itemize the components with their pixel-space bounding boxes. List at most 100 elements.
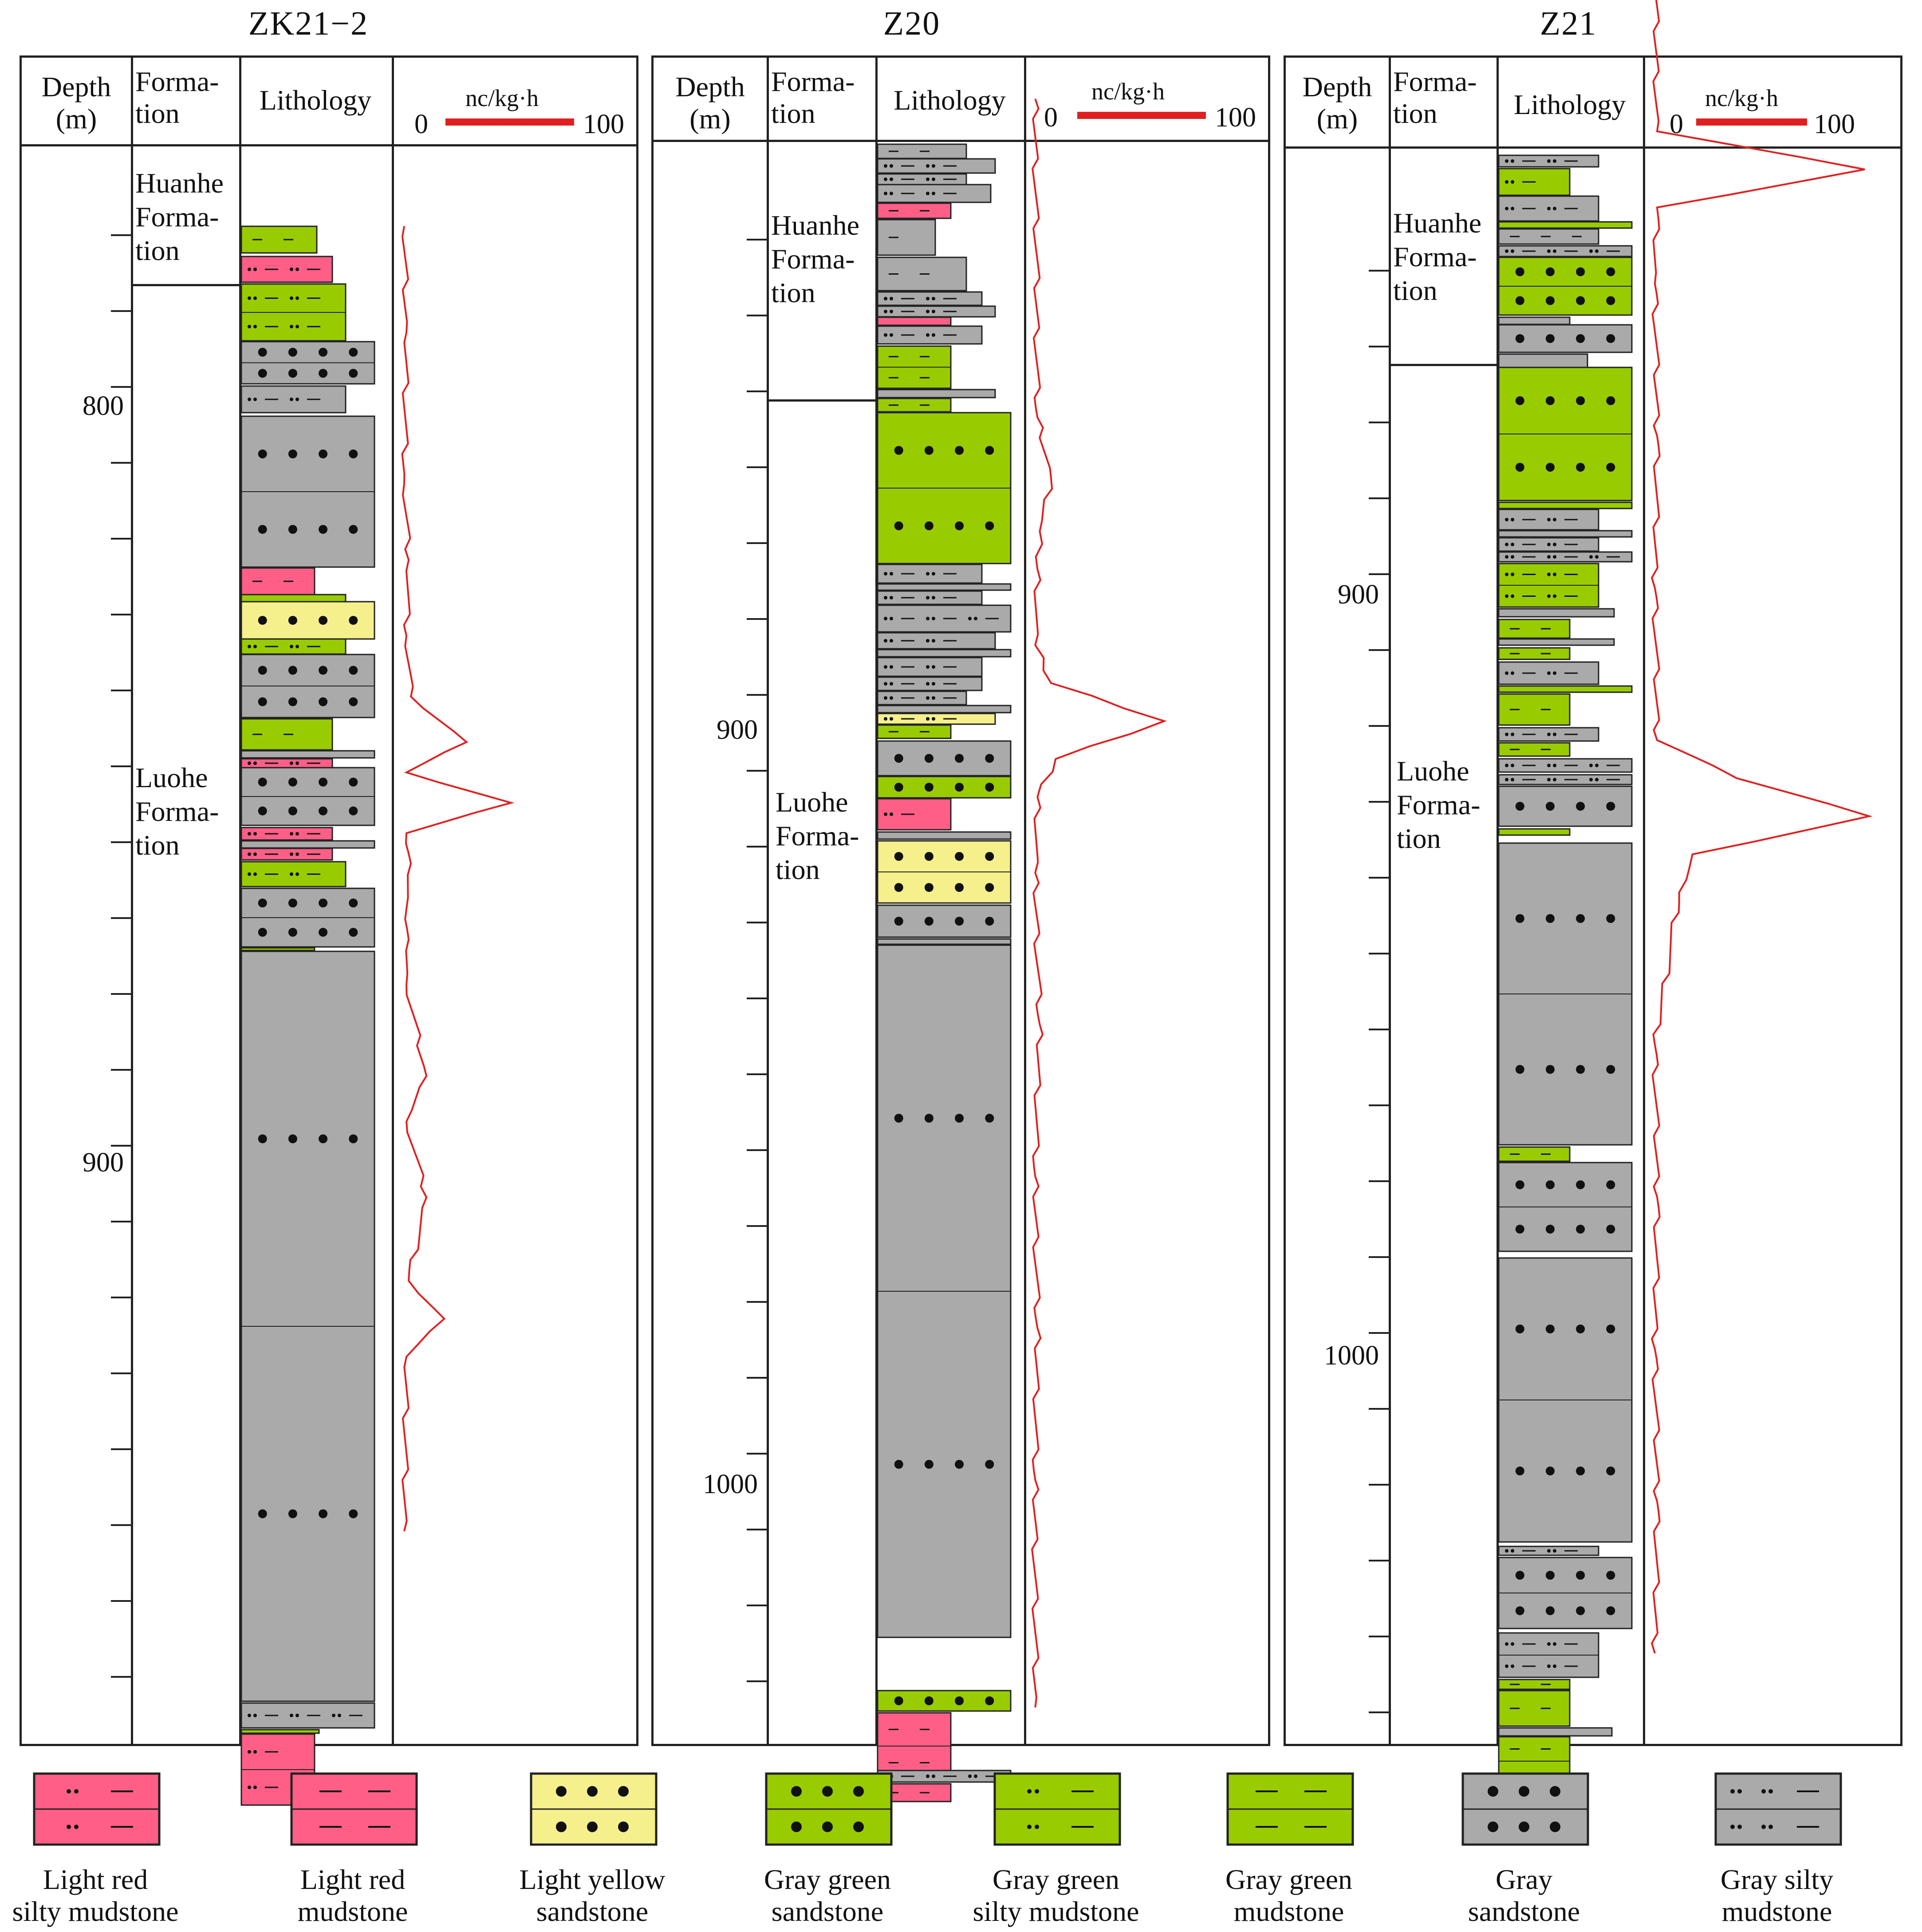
sand-dot — [319, 899, 328, 907]
silt-dot — [1505, 671, 1508, 675]
sand-dot — [349, 369, 358, 378]
silt-dot — [1511, 671, 1514, 675]
legend-swatch — [993, 1772, 1121, 1846]
sand-dot — [1545, 267, 1555, 276]
silt-dot — [1553, 1549, 1556, 1553]
lithology-bed — [877, 219, 936, 256]
sand-dot — [1606, 1571, 1615, 1580]
silt-dot — [884, 812, 887, 816]
silt-dot — [884, 617, 887, 620]
sand-dot — [985, 783, 994, 792]
silt-dot — [890, 297, 893, 300]
silt-dot — [1511, 159, 1514, 163]
silt-dot — [295, 296, 299, 300]
silt-dot — [338, 1714, 341, 1717]
legend-dot — [853, 1786, 864, 1797]
legend-dot — [1550, 1822, 1560, 1832]
lithology-bed — [877, 649, 1012, 658]
sand-dot — [955, 917, 964, 926]
silt-dot — [968, 617, 972, 620]
well-panel-zk21-2: Depth (m) Forma- tion Lithology nc/kg·h … — [20, 55, 638, 1806]
lithology-bed — [877, 398, 952, 413]
silt-dot — [1553, 249, 1556, 253]
silt-dot — [332, 1714, 335, 1717]
formation-boundary — [767, 399, 877, 402]
legend-label: Gray green sandstone — [764, 1864, 891, 1927]
silt-dot — [1505, 572, 1508, 576]
sand-dot — [288, 347, 297, 357]
silt-dot — [884, 572, 887, 576]
silt-dot — [926, 333, 929, 337]
silt-dot — [248, 268, 251, 271]
sand-dot — [1606, 1467, 1615, 1475]
silt-dot — [253, 398, 257, 401]
sand-dot — [1515, 802, 1524, 811]
legend-swatch — [1226, 1772, 1354, 1846]
legend-label: Light yellow sandstone — [519, 1864, 666, 1927]
sand-dot — [319, 777, 328, 787]
curve-line — [1031, 99, 1167, 1708]
sand-dot — [349, 806, 358, 816]
curve-scale-max: 100 — [1215, 103, 1256, 133]
sand-dot — [319, 347, 328, 357]
silt-dot — [1553, 159, 1556, 163]
silt-dot — [926, 177, 929, 181]
lithology-bed — [877, 202, 952, 219]
lithology-bed — [240, 840, 375, 849]
silt-dot — [932, 1774, 935, 1778]
well-panel-z21: Depth (m) Forma- tion Lithology nc/kg·h … — [1284, 0, 1902, 1786]
lithology-bed — [877, 632, 996, 650]
sand-dot — [1515, 463, 1524, 472]
silt-dot — [1505, 249, 1508, 253]
silt-dot — [926, 1774, 929, 1778]
silt-dot — [932, 333, 935, 337]
legend-dot — [791, 1822, 802, 1832]
silt-dot — [248, 852, 251, 856]
silt-dot — [884, 164, 887, 168]
sand-dot — [1606, 1325, 1615, 1333]
sand-dot — [1606, 267, 1615, 276]
silt-dot — [1553, 518, 1556, 521]
silt-dot — [1505, 555, 1508, 559]
lithology-bed — [877, 325, 983, 345]
formation-header: Forma- tion — [771, 66, 855, 129]
sand-dot — [258, 369, 267, 378]
silt-dot — [890, 617, 893, 620]
silt-dot — [884, 717, 887, 721]
sand-dot — [349, 1509, 358, 1518]
silt-dot — [1547, 778, 1551, 781]
sand-dot — [1545, 296, 1555, 305]
sand-dot — [985, 446, 994, 455]
lithology-bed — [240, 861, 347, 887]
lithology-bed — [1498, 1679, 1571, 1690]
sand-dot — [1545, 802, 1555, 811]
silt-dot — [1547, 518, 1551, 521]
sand-dot — [1576, 1606, 1585, 1615]
legend-dot — [1550, 1786, 1560, 1797]
lithology-bed — [1498, 638, 1615, 646]
silt-dot — [1505, 518, 1508, 521]
lithology-column — [1498, 154, 1633, 1786]
silt-dot — [926, 297, 929, 300]
legend-dot — [1488, 1786, 1498, 1797]
silt-dot — [1595, 764, 1599, 767]
curve-line — [401, 226, 515, 1532]
curve-unit-label: nc/kg·h — [1091, 78, 1165, 105]
silt-dot — [1553, 764, 1556, 767]
lithology-bed — [877, 831, 1012, 840]
silt-dot — [932, 310, 935, 313]
silt-dot — [1547, 1549, 1551, 1553]
legend-swatch — [1714, 1772, 1842, 1846]
silt-dot — [926, 617, 929, 620]
legend-label: Gray green mudstone — [1225, 1864, 1353, 1927]
silt-dot — [248, 325, 251, 328]
sand-dot — [288, 616, 297, 625]
sand-dot — [924, 852, 933, 861]
legend-label: Gray silty mudstone — [1720, 1864, 1834, 1927]
silt-dot — [1547, 555, 1551, 559]
legend-dot — [822, 1786, 833, 1797]
silt-dot — [890, 572, 893, 576]
legend-dot — [822, 1822, 833, 1832]
sand-dot — [1606, 1180, 1615, 1189]
